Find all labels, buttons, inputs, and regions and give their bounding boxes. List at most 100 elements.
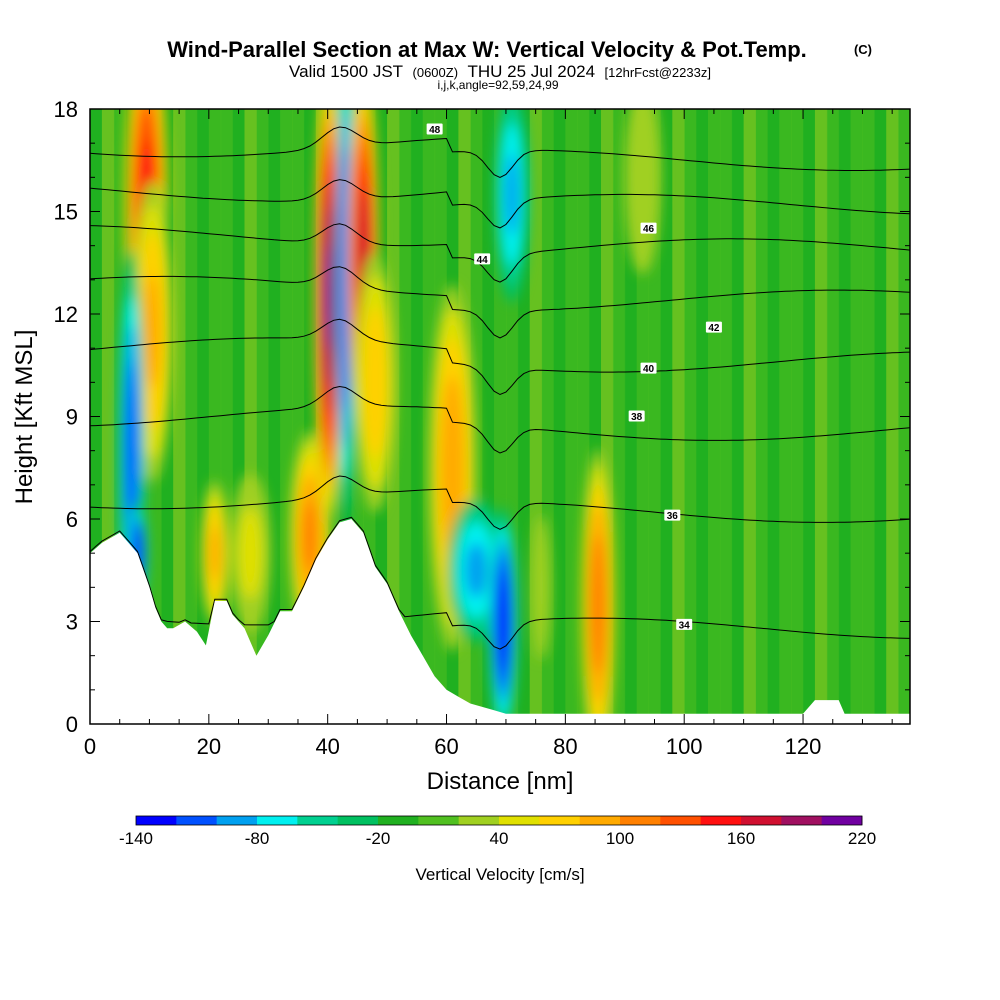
y-axis-label: Height [Kft MSL] (11, 330, 38, 505)
velocity-contour (238, 507, 263, 600)
velocity-band (791, 109, 804, 724)
velocity-band (731, 109, 745, 724)
velocity-contour (125, 361, 138, 540)
velocity-band (743, 109, 757, 724)
forecast-tag: [12hrFcst@2233z] (605, 65, 711, 80)
colorbar-tick-label: -80 (245, 829, 270, 848)
copyright-mark: (C) (854, 42, 872, 57)
colorbar-swatch (337, 816, 379, 825)
isentrope-label-text: 38 (631, 412, 643, 423)
x-tick-label: 20 (197, 734, 221, 759)
velocity-contour (496, 570, 510, 673)
velocity-band (814, 109, 828, 724)
velocity-band (660, 109, 673, 724)
velocity-band (565, 109, 578, 724)
x-tick-label: 60 (434, 734, 458, 759)
velocity-contour (532, 514, 551, 660)
isentrope-label-text: 42 (708, 323, 720, 334)
isentrope-line (90, 179, 910, 229)
velocity-contour (505, 153, 519, 236)
isentrope-labels: 34 36 38 40 42 44 46 48 (426, 123, 722, 631)
velocity-band (173, 109, 186, 724)
velocity-contour (363, 307, 387, 458)
colorbar: -140 -80 -20 40 100 160 220 (119, 815, 876, 848)
colorbar-swatch (136, 816, 177, 825)
velocity-band (779, 109, 792, 724)
colorbar-tick-label: 220 (848, 829, 876, 848)
y-tick-label: 9 (66, 405, 78, 430)
velocity-band (612, 109, 626, 724)
isentrope-label: 40 (640, 362, 657, 375)
colorbar-swatch (539, 816, 581, 825)
isentrope-label-text: 36 (667, 511, 679, 522)
velocity-band (826, 109, 840, 724)
velocity-band (886, 109, 899, 724)
x-tick-label: 100 (666, 734, 703, 759)
y-tick-label: 0 (66, 712, 78, 737)
velocity-band (755, 109, 768, 724)
colorbar-swatch (700, 816, 742, 825)
velocity-contour (440, 376, 465, 560)
isentrope-label-text: 48 (429, 125, 441, 136)
isentrope-label: 36 (664, 509, 681, 522)
isentrope-label-text: 46 (643, 224, 655, 235)
x-axis-label: Distance [nm] (427, 768, 574, 795)
colorbar-swatch (741, 816, 782, 825)
isentrope-label-text: 34 (679, 620, 691, 631)
velocity-band (803, 109, 816, 724)
colorbar-tick-label: 40 (490, 829, 509, 848)
velocity-band (707, 109, 721, 724)
terrain-mask (90, 519, 910, 724)
colorbar-swatch (378, 816, 419, 825)
y-tick-label: 6 (66, 507, 78, 532)
velocity-band (185, 109, 198, 724)
section-params: i,j,k,angle=92,59,24,99 (437, 78, 558, 92)
colorbar-swatch (257, 816, 298, 825)
velocity-contour (342, 204, 349, 356)
colorbar-swatch (418, 816, 460, 825)
velocity-band (696, 109, 709, 724)
isentrope-label: 38 (628, 410, 645, 423)
isentrope-line (90, 385, 910, 454)
x-tick-label: 120 (785, 734, 822, 759)
velocity-band (422, 109, 436, 724)
isentrope-line (90, 223, 910, 283)
colorbar-swatch (216, 816, 258, 825)
x-tick-label: 80 (553, 734, 577, 759)
plot-area: 34 36 38 40 42 44 46 48 (90, 109, 910, 724)
velocity-band (862, 109, 875, 724)
velocity-band (398, 109, 412, 724)
colorbar-swatch (579, 816, 621, 825)
valid-line: Valid 1500 JST (0600Z) THU 25 Jul 2024 [… (289, 62, 711, 81)
velocity-band (850, 109, 863, 724)
velocity-band (280, 109, 293, 724)
y-tick-label: 15 (54, 200, 78, 225)
x-tick-label: 40 (315, 734, 339, 759)
velocity-band (268, 109, 281, 724)
valid-utc: (0600Z) (413, 65, 459, 80)
colorbar-swatch (458, 816, 500, 825)
isentrope-line (90, 475, 910, 530)
colorbar-swatch (176, 816, 218, 825)
velocity-contour (144, 274, 161, 389)
velocity-band (672, 109, 685, 724)
isentrope-line (90, 266, 910, 339)
isentrope-label: 42 (705, 321, 722, 334)
isentrope-label-text: 44 (477, 255, 489, 266)
isentrope-lines (90, 126, 910, 650)
colorbar-tick-label: 160 (727, 829, 755, 848)
velocity-contour (303, 501, 317, 572)
vertical-velocity-field (118, 109, 662, 724)
colorbar-label: Vertical Velocity [cm/s] (415, 865, 584, 884)
velocity-contour (465, 542, 488, 598)
y-tick-label: 12 (54, 302, 78, 327)
velocity-band (410, 109, 424, 724)
isentrope-label: 48 (426, 123, 443, 136)
velocity-band (684, 109, 697, 724)
velocity-band (553, 109, 566, 724)
velocity-contour (590, 534, 606, 675)
colorbar-swatch (660, 816, 702, 825)
isentrope-line (90, 126, 910, 179)
